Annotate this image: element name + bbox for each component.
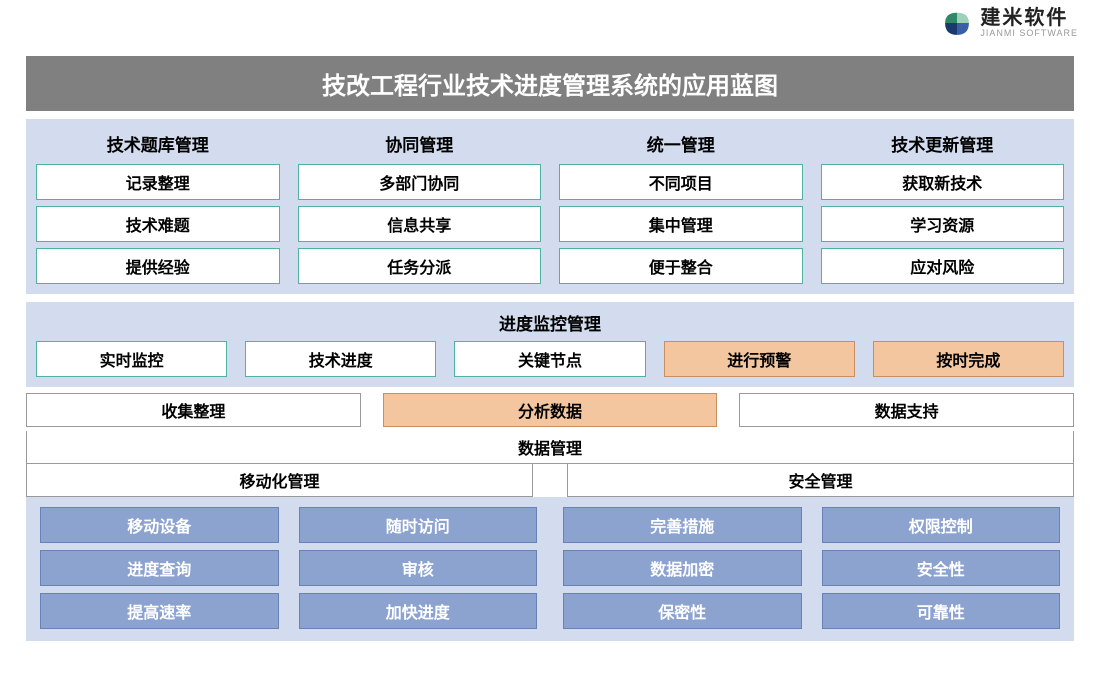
top-item: 技术难题 [36, 206, 280, 242]
mid-item: 技术进度 [245, 341, 436, 377]
mid-item: 按时完成 [873, 341, 1064, 377]
bottom-item: 保密性 [563, 593, 802, 629]
top-item: 学习资源 [821, 206, 1065, 242]
mid-row: 实时监控 技术进度 关键节点 进行预警 按时完成 [36, 341, 1064, 377]
top-col-2: 统一管理 不同项目 集中管理 便于整合 [559, 127, 803, 284]
top-item: 信息共享 [298, 206, 542, 242]
bottom-item: 权限控制 [822, 507, 1061, 543]
three-row: 收集整理 分析数据 数据支持 [26, 393, 1074, 427]
diagram-container: 技改工程行业技术进度管理系统的应用蓝图 技术题库管理 记录整理 技术难题 提供经… [20, 56, 1080, 641]
mid-item: 进行预警 [664, 341, 855, 377]
three-item: 分析数据 [383, 393, 718, 427]
top-col-3: 技术更新管理 获取新技术 学习资源 应对风险 [821, 127, 1065, 284]
col-header: 协同管理 [298, 127, 542, 158]
bottom-item: 可靠性 [822, 593, 1061, 629]
top-col-1: 协同管理 多部门协同 信息共享 任务分派 [298, 127, 542, 284]
col-header: 技术题库管理 [36, 127, 280, 158]
tab-mobile: 移动化管理 [26, 464, 533, 497]
logo-icon [940, 6, 974, 40]
bottom-item: 数据加密 [563, 550, 802, 586]
top-item: 记录整理 [36, 164, 280, 200]
top-item: 任务分派 [298, 248, 542, 284]
bottom-item: 安全性 [822, 550, 1061, 586]
logo-text-cn: 建米软件 [980, 7, 1078, 29]
top-item: 不同项目 [559, 164, 803, 200]
mid-section: 进度监控管理 实时监控 技术进度 关键节点 进行预警 按时完成 [26, 302, 1074, 387]
top-item: 获取新技术 [821, 164, 1065, 200]
top-item: 便于整合 [559, 248, 803, 284]
bottom-item: 加快进度 [299, 593, 538, 629]
bottom-left: 移动设备随时访问 进度查询审核 提高速率加快进度 [40, 507, 537, 629]
bottom-item: 随时访问 [299, 507, 538, 543]
bottom-item: 进度查询 [40, 550, 279, 586]
col-header: 统一管理 [559, 127, 803, 158]
bottom-item: 移动设备 [40, 507, 279, 543]
mid-title: 进度监控管理 [36, 308, 1064, 341]
three-item: 数据支持 [739, 393, 1074, 427]
bottom-item: 完善措施 [563, 507, 802, 543]
three-item: 收集整理 [26, 393, 361, 427]
top-item: 应对风险 [821, 248, 1065, 284]
col-header: 技术更新管理 [821, 127, 1065, 158]
top-col-0: 技术题库管理 记录整理 技术难题 提供经验 [36, 127, 280, 284]
logo: 建米软件 JIANMI SOFTWARE [940, 6, 1078, 40]
mid-item: 关键节点 [454, 341, 645, 377]
top-item: 提供经验 [36, 248, 280, 284]
logo-text-en: JIANMI SOFTWARE [980, 29, 1078, 39]
bottom-item: 提高速率 [40, 593, 279, 629]
bottom-item: 审核 [299, 550, 538, 586]
top-item: 多部门协同 [298, 164, 542, 200]
main-title: 技改工程行业技术进度管理系统的应用蓝图 [26, 56, 1074, 111]
data-management-bar: 数据管理 [26, 431, 1074, 464]
mid-item: 实时监控 [36, 341, 227, 377]
top-item: 集中管理 [559, 206, 803, 242]
top-section: 技术题库管理 记录整理 技术难题 提供经验 协同管理 多部门协同 信息共享 任务… [26, 119, 1074, 294]
tab-security: 安全管理 [567, 464, 1074, 497]
bottom-right: 完善措施权限控制 数据加密安全性 保密性可靠性 [563, 507, 1060, 629]
tab-row: 移动化管理 安全管理 [26, 464, 1074, 497]
tab-gap [533, 464, 567, 497]
bottom-section: 移动设备随时访问 进度查询审核 提高速率加快进度 完善措施权限控制 数据加密安全… [26, 497, 1074, 641]
